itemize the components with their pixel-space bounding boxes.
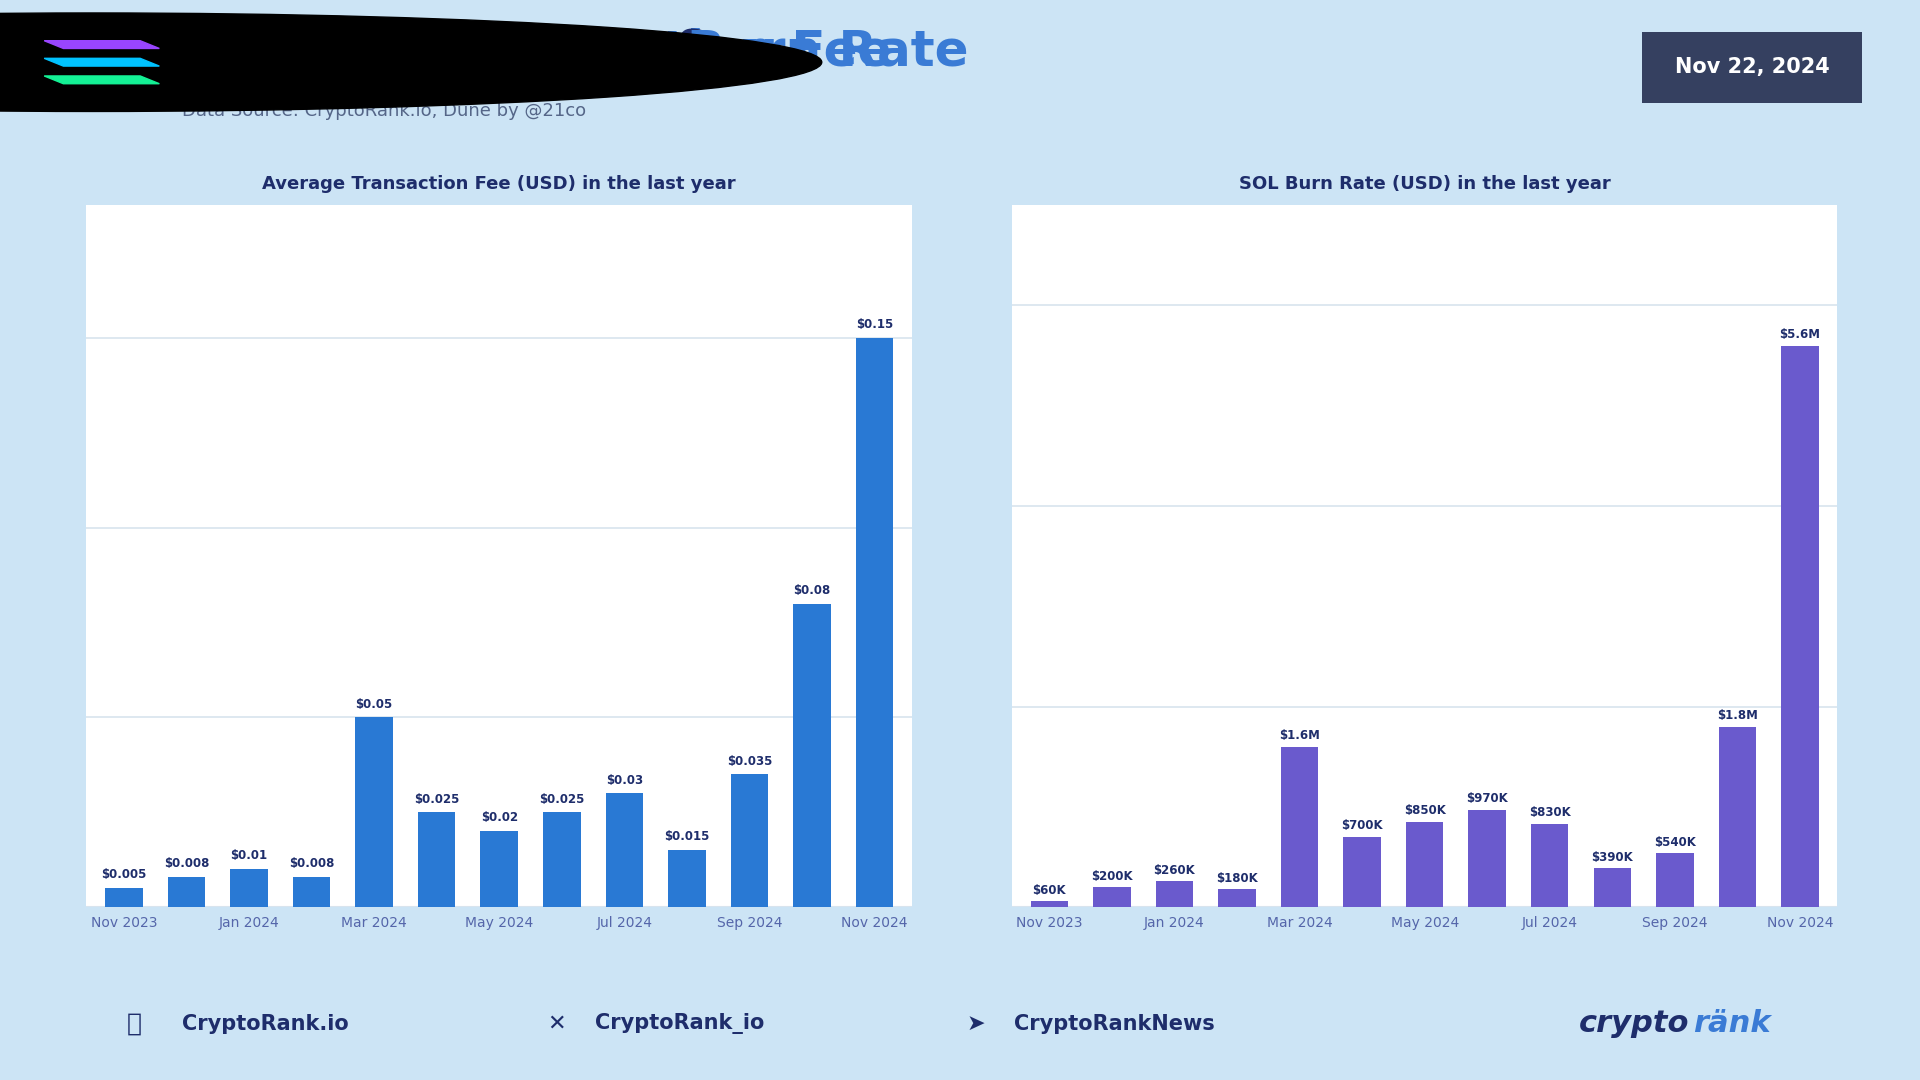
Title: SOL Burn Rate (USD) in the last year: SOL Burn Rate (USD) in the last year [1238, 175, 1611, 192]
Text: Solana Average: Solana Average [163, 28, 620, 76]
Text: $540K: $540K [1653, 836, 1695, 849]
Text: $390K: $390K [1592, 851, 1634, 864]
Bar [1405, 822, 1444, 907]
Text: $60K: $60K [1033, 883, 1066, 896]
Text: CryptoRank.io: CryptoRank.io [182, 1014, 349, 1034]
Text: $0.025: $0.025 [415, 793, 459, 806]
Bar [605, 794, 643, 907]
Text: $0.008: $0.008 [288, 858, 334, 870]
Bar [419, 812, 455, 907]
Bar [1718, 727, 1757, 907]
Bar [1657, 853, 1693, 907]
Bar [292, 877, 330, 907]
Text: $180K: $180K [1215, 872, 1258, 885]
Text: ➤: ➤ [966, 1014, 985, 1034]
Text: $5.6M: $5.6M [1780, 328, 1820, 341]
Text: crypto: crypto [1578, 1010, 1690, 1038]
Text: Data Source: CryptoRank.io, Dune by @21co: Data Source: CryptoRank.io, Dune by @21c… [182, 103, 586, 121]
Text: $0.035: $0.035 [726, 755, 772, 768]
Text: $1.8M: $1.8M [1716, 710, 1759, 723]
Circle shape [0, 13, 822, 111]
Text: Burn Rate: Burn Rate [687, 28, 970, 76]
Text: CryptoRankNews: CryptoRankNews [1014, 1014, 1215, 1034]
Text: $260K: $260K [1154, 864, 1196, 877]
Text: $0.005: $0.005 [102, 868, 146, 881]
Bar [668, 850, 705, 907]
Bar [1219, 889, 1256, 907]
Polygon shape [44, 58, 159, 66]
Text: $0.008: $0.008 [163, 858, 209, 870]
Text: $0.03: $0.03 [605, 773, 643, 786]
Text: $850K: $850K [1404, 805, 1446, 818]
Polygon shape [44, 76, 159, 84]
Bar [1530, 824, 1569, 907]
Text: ✕: ✕ [547, 1014, 566, 1034]
Text: $0.15: $0.15 [856, 319, 893, 332]
Bar [1092, 887, 1131, 907]
FancyBboxPatch shape [1624, 27, 1880, 108]
Title: Average Transaction Fee (USD) in the last year: Average Transaction Fee (USD) in the las… [263, 175, 735, 192]
Text: $970K: $970K [1467, 793, 1507, 806]
Text: $1.6M: $1.6M [1279, 729, 1319, 742]
Text: $0.01: $0.01 [230, 850, 267, 863]
Bar [543, 812, 580, 907]
Text: Nov 22, 2024: Nov 22, 2024 [1674, 57, 1830, 78]
Bar [480, 832, 518, 907]
Bar [1281, 746, 1319, 907]
Text: Transaction Fee: Transaction Fee [447, 28, 891, 76]
Bar [230, 869, 267, 907]
Text: $700K: $700K [1342, 820, 1382, 833]
Text: $0.05: $0.05 [355, 698, 394, 711]
Text: $200K: $200K [1091, 869, 1133, 882]
Text: $0.02: $0.02 [480, 811, 518, 824]
Bar [793, 604, 831, 907]
Bar [856, 338, 893, 907]
Text: ränk: ränk [1693, 1010, 1770, 1038]
Bar [1594, 868, 1630, 907]
Text: &: & [655, 28, 733, 76]
Polygon shape [44, 41, 159, 49]
Bar [732, 774, 768, 907]
Bar [1469, 810, 1505, 907]
Bar [167, 877, 205, 907]
Text: CryptoRank_io: CryptoRank_io [595, 1013, 764, 1035]
Bar [355, 717, 394, 907]
Bar [1782, 346, 1818, 907]
Text: $0.015: $0.015 [664, 831, 710, 843]
Text: $830K: $830K [1528, 807, 1571, 820]
Text: $0.08: $0.08 [793, 584, 831, 597]
Bar [1344, 837, 1380, 907]
Bar [1031, 901, 1068, 907]
Bar [1156, 881, 1192, 907]
Text: ⌖: ⌖ [127, 1012, 142, 1036]
Bar [106, 888, 142, 907]
Text: $0.025: $0.025 [540, 793, 584, 806]
